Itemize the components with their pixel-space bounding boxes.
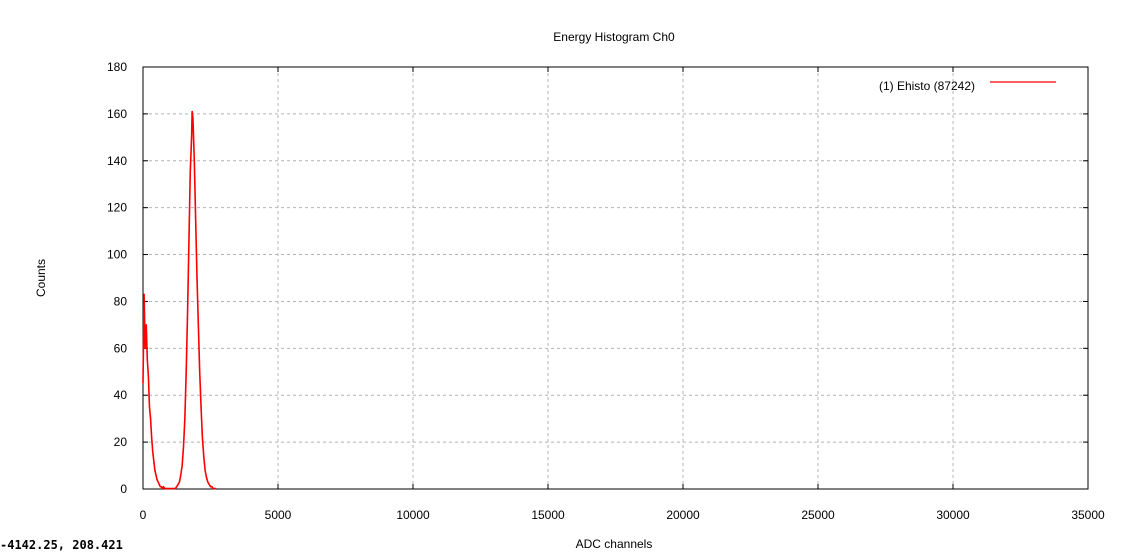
y-axis-label: Counts (34, 259, 48, 297)
y-tick-label: 100 (107, 248, 127, 262)
data-point (201, 436, 203, 439)
data-point (204, 469, 206, 471)
data-point (157, 481, 159, 483)
data-point (156, 479, 158, 481)
y-tick-label: 20 (114, 435, 128, 449)
data-point (164, 487, 166, 490)
data-point (151, 436, 153, 439)
data-point (146, 359, 148, 361)
data-point (199, 371, 201, 373)
data-point (195, 218, 197, 220)
x-tick-label: 10000 (396, 508, 430, 522)
legend-label: (1) Ehisto (87242) (879, 79, 975, 93)
data-point (142, 382, 144, 385)
data-point (212, 487, 214, 490)
legend[interactable]: (1) Ehisto (87242) (879, 79, 1056, 93)
data-point (176, 486, 178, 488)
data-point (200, 406, 202, 408)
data-point (189, 171, 191, 174)
data-point (191, 136, 193, 138)
data-point (178, 481, 181, 483)
data-point (197, 324, 199, 326)
x-tick-label: 0 (140, 508, 147, 522)
data-point (207, 481, 209, 483)
data-point (149, 418, 152, 420)
chart-title: Energy Histogram Ch0 (553, 30, 675, 44)
plot-area[interactable] (142, 66, 1089, 490)
data-point (188, 242, 190, 244)
data-point (145, 324, 147, 326)
data-point (148, 406, 151, 408)
data-point (143, 293, 145, 296)
cursor-coordinates: -4142.25, 208.421 (0, 538, 123, 552)
y-tick-label: 140 (107, 154, 127, 168)
axis-ticks: 0 5000 10000 15000 20000 25000 30000 35000 0 20 40… (107, 60, 1105, 522)
data-point (215, 487, 217, 490)
data-point (159, 486, 161, 488)
data-point (160, 486, 162, 488)
data-point (172, 487, 174, 490)
x-tick-label: 5000 (265, 508, 292, 522)
data-point (205, 476, 208, 478)
data-point (161, 487, 164, 490)
data-point (180, 474, 182, 476)
x-tick-label: 30000 (936, 508, 970, 522)
y-tick-label: 80 (114, 294, 128, 308)
y-tick-label: 160 (107, 107, 127, 121)
x-tick-label: 35000 (1071, 508, 1105, 522)
series-layer (142, 110, 217, 490)
grid-lines (143, 67, 1088, 489)
data-point (209, 486, 212, 488)
data-point (186, 312, 189, 314)
data-point (211, 486, 213, 488)
data-point (196, 277, 198, 279)
y-tick-label: 60 (114, 341, 128, 355)
data-point (203, 455, 205, 457)
x-axis-label: ADC channels (575, 537, 653, 551)
data-point (166, 487, 168, 490)
data-point (185, 371, 187, 373)
x-tick-label: 20000 (666, 508, 700, 522)
data-point (182, 446, 185, 448)
data-point (158, 483, 160, 485)
data-point (144, 347, 146, 349)
data-point (192, 117, 194, 120)
data-point (177, 483, 179, 485)
data-point (155, 474, 157, 476)
y-tick-label: 40 (114, 388, 128, 402)
y-tick-label: 120 (107, 201, 127, 215)
data-point (181, 464, 183, 467)
data-point (153, 460, 155, 462)
x-axis-label-row: ADC channels (0, 537, 1136, 551)
data-point (169, 487, 171, 490)
series-line (142, 110, 216, 490)
y-tick-label: 180 (107, 60, 127, 74)
data-point (191, 110, 193, 113)
data-point (184, 418, 186, 420)
histogram-chart[interactable]: Energy Histogram Ch0 Counts 0 5000 10000 15… (0, 0, 1136, 538)
data-point (147, 375, 149, 378)
x-tick-label: 25000 (801, 508, 835, 522)
data-point (154, 469, 156, 471)
x-tick-label: 15000 (531, 508, 565, 522)
data-point (193, 160, 195, 162)
data-point (162, 486, 165, 488)
data-point (152, 450, 154, 453)
y-tick-label: 0 (120, 482, 127, 496)
data-point (174, 487, 176, 490)
data-point (208, 483, 210, 485)
